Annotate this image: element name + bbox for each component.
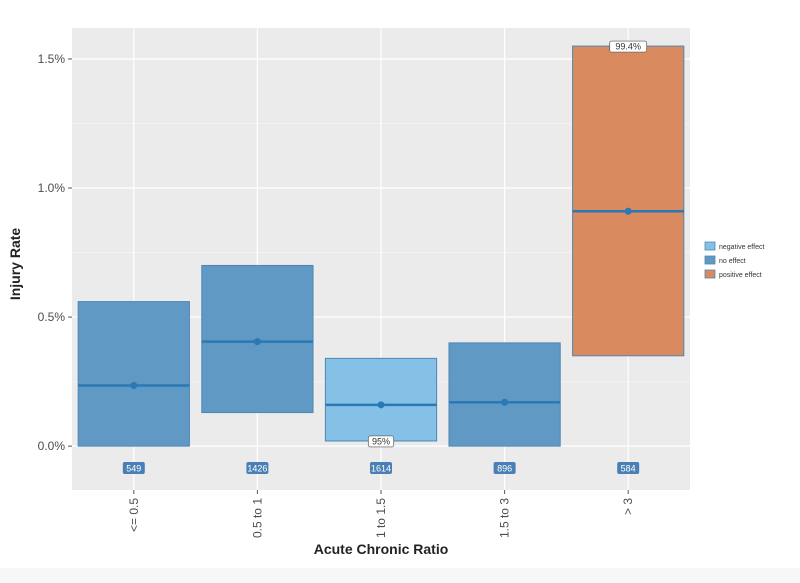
count-label-box — [122, 462, 145, 474]
x-tick-label: > 3 — [621, 498, 635, 515]
x-tick-label: 1.5 to 3 — [498, 498, 512, 538]
legend-swatch — [704, 269, 716, 279]
count-label: 584 — [621, 464, 636, 474]
crossbar-point — [130, 381, 138, 389]
y-tick-label: 0.5% — [38, 310, 66, 324]
y-tick-label: 0.0% — [38, 439, 66, 453]
crossbar-box — [448, 342, 561, 447]
crossbar-box — [77, 301, 190, 447]
y-tick-label: 1.5% — [38, 52, 66, 66]
crossbar-point — [624, 207, 632, 215]
count-label-box — [246, 462, 269, 474]
count-label-box — [370, 462, 392, 474]
legend-label: negative effect — [719, 244, 764, 251]
crossbar-point — [501, 398, 509, 406]
page-footer-strip — [0, 568, 800, 583]
legend-label: positive effect — [719, 272, 762, 279]
legend-swatch — [704, 241, 716, 251]
x-tick-label: <= 0.5 — [127, 498, 141, 532]
x-axis-title: Acute Chronic Ratio — [314, 541, 449, 557]
count-label-box — [493, 462, 516, 474]
crossbar-box — [572, 45, 685, 357]
x-tick-label: 0.5 to 1 — [250, 498, 264, 538]
x-tick-label: 1 to 1.5 — [374, 498, 388, 538]
confidence-label: 95% — [372, 436, 390, 446]
legend-swatch — [704, 255, 716, 265]
confidence-label: 99.4% — [615, 42, 641, 52]
crossbar-box — [324, 357, 438, 442]
count-label-box — [617, 462, 640, 474]
count-label: 1614 — [371, 464, 391, 474]
count-label: 1426 — [247, 464, 267, 474]
confidence-label-box — [609, 40, 648, 53]
crossbar-chart: 0.0% 0.5% 1.0% 1.5% 549 <= 0.5 1426 0.5 to 1 161… — [7, 28, 764, 557]
count-label: 896 — [497, 464, 512, 474]
legend-label: no effect — [719, 258, 746, 265]
confidence-label-box — [367, 435, 395, 448]
crossbar-point — [377, 401, 385, 409]
count-label: 549 — [126, 464, 141, 474]
y-tick-label: 1.0% — [38, 181, 66, 195]
crossbar-point — [253, 338, 261, 346]
y-axis-title: Injury Rate — [7, 228, 23, 301]
